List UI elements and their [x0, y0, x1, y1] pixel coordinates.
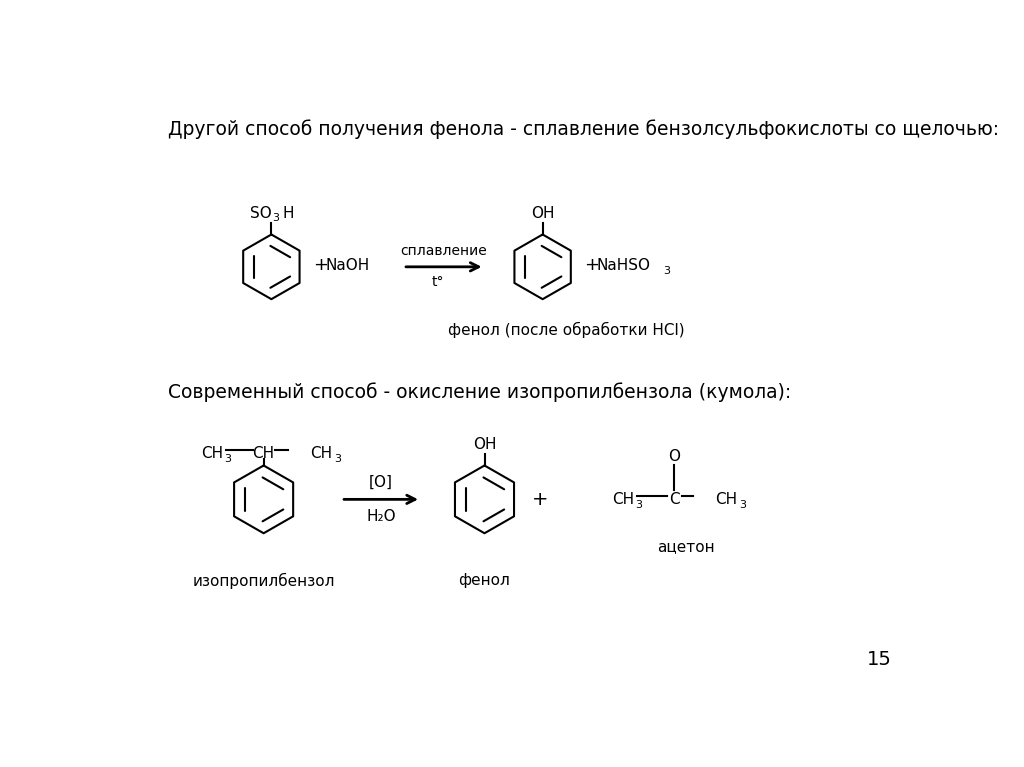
- Text: 3: 3: [738, 500, 745, 510]
- Text: +: +: [532, 490, 549, 509]
- Text: [О]: [О]: [369, 475, 393, 490]
- Text: Современный способ - окисление изопропилбензола (кумола):: Современный способ - окисление изопропил…: [168, 382, 792, 402]
- Text: 3: 3: [635, 500, 642, 510]
- Text: CH: CH: [253, 446, 274, 461]
- Text: +: +: [585, 256, 599, 275]
- Text: 3: 3: [272, 213, 280, 223]
- Text: 15: 15: [866, 650, 891, 669]
- Text: C: C: [669, 492, 680, 507]
- Text: CH: CH: [612, 492, 634, 507]
- Text: t°: t°: [431, 275, 443, 288]
- Text: 3: 3: [334, 453, 341, 463]
- Text: 3: 3: [663, 266, 670, 276]
- Text: OH: OH: [530, 206, 554, 222]
- Text: H₂O: H₂O: [367, 509, 396, 524]
- Text: H: H: [283, 206, 294, 222]
- Text: NaHSO: NaHSO: [597, 258, 651, 273]
- Text: CH: CH: [201, 446, 223, 461]
- Text: CH: CH: [715, 492, 737, 507]
- Text: NaOH: NaOH: [326, 258, 370, 273]
- Text: 3: 3: [224, 453, 231, 463]
- Text: фенол: фенол: [459, 573, 510, 588]
- Text: +: +: [313, 256, 329, 275]
- Text: SO: SO: [250, 206, 271, 222]
- Text: O: O: [669, 449, 680, 464]
- Text: сплавление: сплавление: [400, 244, 487, 258]
- Text: CH: CH: [310, 446, 332, 461]
- Text: фенол (после обработки HCl): фенол (после обработки HCl): [447, 322, 684, 338]
- Text: ацетон: ацетон: [657, 539, 715, 555]
- Text: Другой способ получения фенола - сплавление бензолсульфокислоты со щелочью:: Другой способ получения фенола - сплавле…: [168, 119, 999, 139]
- Text: изопропилбензол: изопропилбензол: [193, 573, 335, 590]
- Text: OH: OH: [473, 437, 497, 453]
